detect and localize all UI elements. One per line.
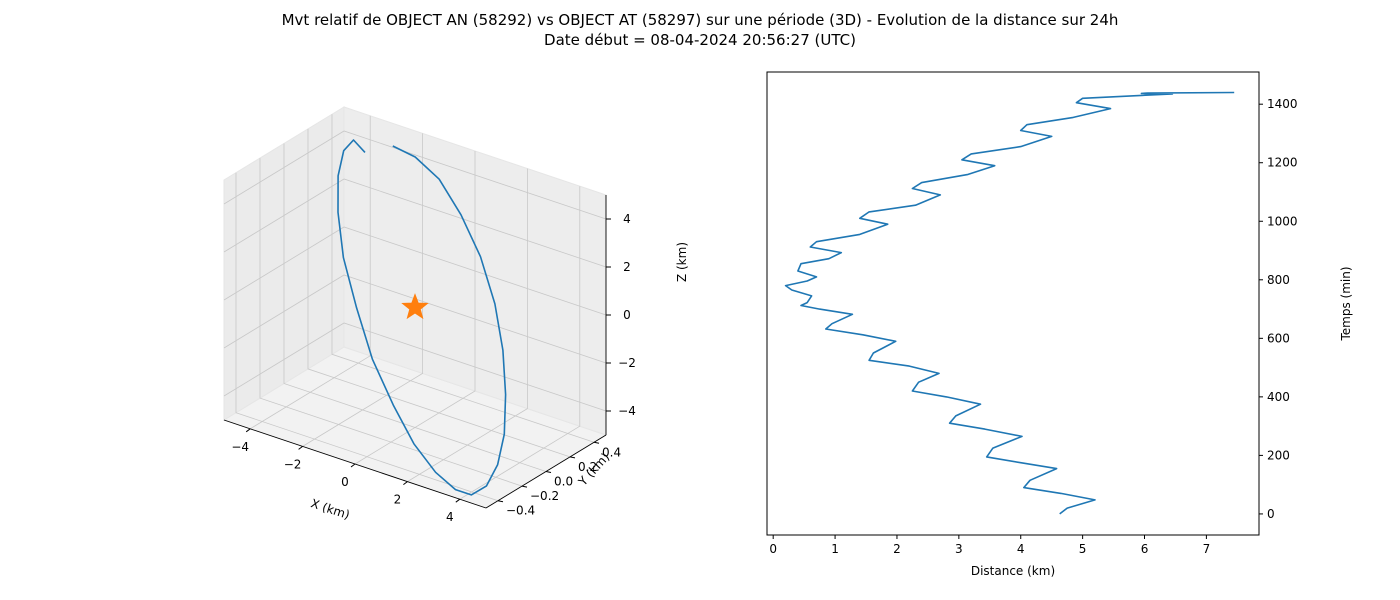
grid-3d: [223, 114, 607, 502]
chart-distance-vs-time: 0 1 2 3 4 5 6 7 0 200 400 600 800 1000 1200 1400 Distanc…: [766, 71, 1353, 578]
z-tick-label: 4: [623, 212, 631, 226]
z-gridline: [223, 130, 607, 220]
origin-star-marker: [401, 293, 429, 320]
y-tick-label: −0.4: [506, 504, 535, 518]
y-tick-label: −0.2: [530, 489, 559, 503]
x-tick-label: 5: [1079, 542, 1087, 556]
trajectory-line: [337, 139, 507, 496]
y-tick-label: 0: [1267, 507, 1275, 521]
x-tick: [245, 428, 251, 433]
z-gridline: [223, 322, 607, 412]
x-tick-label: 4: [446, 510, 454, 524]
distance-line: [784, 91, 1235, 515]
y-tick: [545, 471, 552, 473]
x-tick-label: 7: [1203, 542, 1211, 556]
x-tick-label: −4: [231, 440, 249, 454]
z-tick-label: 0: [623, 308, 631, 322]
x-tick-label: 6: [1141, 542, 1149, 556]
y-tick-label: 400: [1267, 390, 1290, 404]
y-tick-label: 200: [1267, 448, 1290, 462]
x-gridline: [302, 133, 424, 447]
z-gridline: [223, 274, 607, 364]
x-gridline: [249, 115, 371, 430]
x-tick-label: 1: [831, 542, 839, 556]
figure-title: Mvt relatif de OBJECT AN (58292) vs OBJE…: [0, 10, 1400, 50]
x-gridline: [407, 168, 528, 482]
x-tick: [350, 463, 356, 468]
y-tick-label: 1000: [1267, 214, 1298, 228]
title-line-2: Date début = 08-04-2024 20:56:27 (UTC): [544, 31, 856, 49]
x-tick-label: 0: [769, 542, 777, 556]
y-tick-label: 600: [1267, 331, 1290, 345]
y-tick: [497, 500, 504, 503]
z-gridline: [223, 178, 607, 268]
z-tick-label: −4: [618, 404, 636, 418]
z-tick-label: −2: [618, 356, 636, 370]
x-tick-label: 0: [341, 475, 349, 489]
z-axis-label: Z (km): [675, 242, 689, 282]
plot-frame: [766, 71, 1260, 536]
x-tick: [298, 445, 303, 450]
x-ticks: 0 1 2 3 4 5 6 7: [769, 535, 1210, 556]
y-gridline: [331, 114, 595, 443]
y-tick-label: 0.4: [602, 445, 621, 459]
x-gridline: [459, 186, 581, 500]
z-tick-label: 2: [623, 260, 631, 274]
y-tick-label: 800: [1267, 273, 1290, 287]
ticks-3d: −4 −2 0 2 4 −0.4−0.20.0 0.2 0.4 −4 −2 0 2 4: [231, 212, 636, 524]
x-tick-label: −2: [284, 457, 302, 471]
x-axis-label: Distance (km): [971, 564, 1055, 578]
y-tick-label: 0.0: [554, 475, 573, 489]
y-tick-label: 1400: [1267, 97, 1298, 111]
y-tick-label: 1200: [1267, 156, 1298, 170]
y-gridline: [307, 128, 571, 458]
x-tick-label: 4: [1017, 542, 1025, 556]
z-gridline: [223, 226, 607, 316]
x-axis-label: X (km): [309, 496, 351, 522]
x-gridline: [354, 151, 476, 465]
x-tick-label: 2: [893, 542, 901, 556]
x-tick: [403, 481, 408, 486]
title-line-1: Mvt relatif de OBJECT AN (58292) vs OBJE…: [281, 11, 1119, 29]
y-tick: [569, 456, 576, 459]
x-tick: [455, 498, 461, 503]
y-gridline: [259, 158, 523, 487]
y-gridline: [283, 143, 547, 472]
y-tick: [593, 441, 600, 444]
y-ticks: 0 200 400 600 800 1000 1200 1400: [1259, 97, 1298, 521]
x-tick-label: 2: [394, 493, 402, 507]
y-gridline: [235, 172, 499, 502]
y-tick-label: 0.2: [578, 460, 597, 474]
y-tick: [521, 485, 528, 488]
x-tick-label: 3: [955, 542, 963, 556]
y-axis-label: Temps (min): [1339, 266, 1353, 341]
